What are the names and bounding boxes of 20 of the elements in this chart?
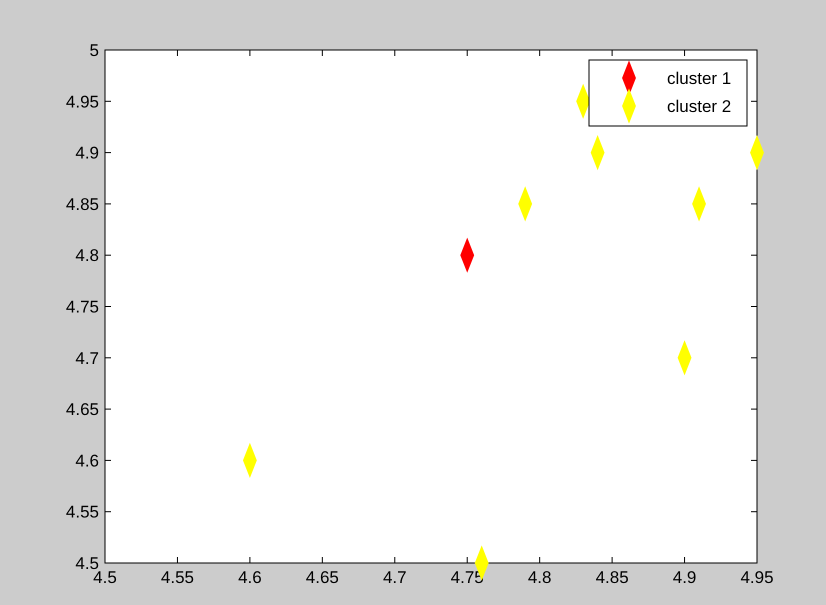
x-tick-label: 4.65 — [306, 568, 339, 587]
x-tick-label: 4.85 — [596, 568, 629, 587]
y-tick-label: 4.65 — [66, 400, 99, 420]
x-tick-label: 4.7 — [382, 568, 407, 587]
y-tick-label: 4.75 — [66, 298, 99, 316]
x-tick-label: 4.6 — [238, 568, 262, 587]
y-tick-label: 5 — [90, 41, 99, 60]
y-tick-label: 4.8 — [75, 246, 99, 266]
y-tick-label: 4.7 — [75, 348, 99, 368]
y-tick-label: 4.85 — [66, 194, 99, 214]
legend-label: cluster 1 — [667, 69, 732, 88]
y-tick-label: 4.55 — [66, 502, 99, 522]
y-tick-label: 4.9 — [75, 144, 99, 163]
y-tick-label: 4.6 — [75, 451, 99, 470]
x-tick-label: 4.55 — [160, 568, 194, 587]
legend-label: cluster 2 — [667, 97, 732, 116]
y-tick-label: 4.95 — [66, 92, 99, 112]
x-tick-label: 4.9 — [672, 568, 696, 587]
x-tick-label: 4.8 — [528, 568, 552, 587]
x-tick-label: 4.95 — [740, 568, 774, 587]
